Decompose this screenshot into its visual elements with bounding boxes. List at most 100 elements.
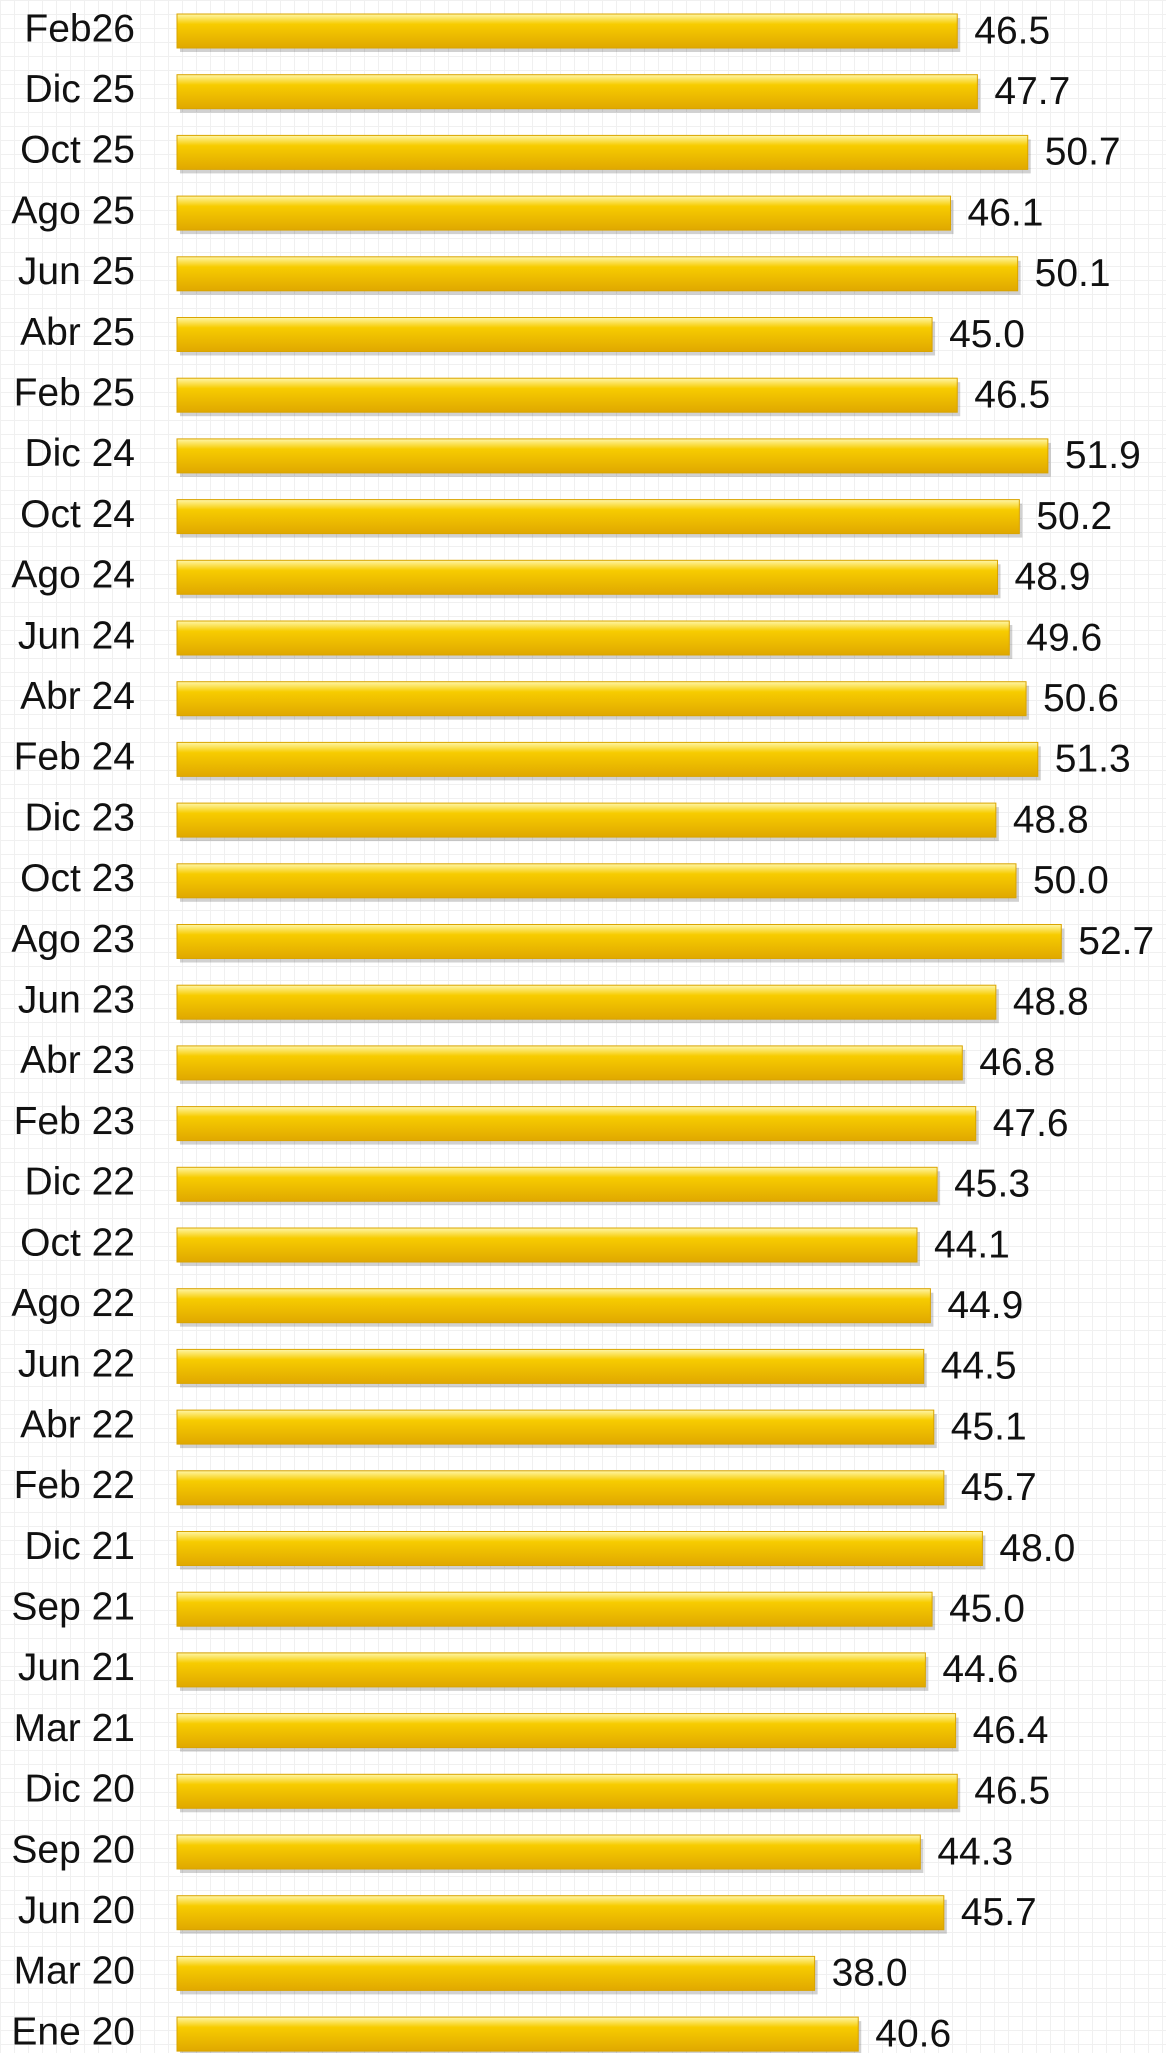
bar	[176, 317, 933, 352]
bar	[176, 741, 1039, 777]
value-label: 50.6	[1043, 677, 1119, 720]
value-label: 45.0	[949, 313, 1025, 356]
category-label: Jun 24	[18, 614, 135, 657]
category-label: Feb 23	[14, 1100, 135, 1143]
bar	[176, 438, 1049, 474]
value-label: 45.7	[961, 1466, 1037, 1509]
category-label: Ago 24	[11, 554, 135, 597]
value-label: 50.0	[1033, 859, 1109, 902]
category-label: Jun 22	[18, 1343, 135, 1386]
value-label: 44.5	[941, 1345, 1017, 1388]
bar	[176, 1591, 933, 1627]
bar	[176, 499, 1020, 535]
category-label: Feb 24	[14, 736, 135, 779]
category-label: Ago 22	[11, 1282, 135, 1325]
category-label: Mar 20	[14, 1950, 135, 1993]
bar	[176, 924, 1062, 959]
category-label: Feb 25	[14, 371, 135, 414]
value-label: 46.1	[968, 191, 1044, 234]
value-label: 44.1	[934, 1223, 1010, 1266]
category-label: Dic 21	[24, 1525, 135, 1568]
bar	[176, 1652, 926, 1688]
bar	[176, 134, 1029, 170]
bar	[176, 1045, 963, 1081]
value-label: 49.6	[1026, 616, 1102, 659]
bar	[176, 195, 952, 231]
bar	[176, 1895, 945, 1931]
value-label: 48.9	[1015, 556, 1091, 599]
bar	[176, 74, 978, 110]
category-label: Sep 20	[11, 1828, 135, 1871]
category-label: Ago 23	[11, 918, 135, 961]
value-label: 47.6	[993, 1102, 1069, 1145]
value-label: 48.8	[1013, 798, 1089, 841]
category-label: Dic 22	[24, 1161, 135, 1204]
category-label: Abr 24	[20, 675, 135, 718]
category-label: Oct 22	[20, 1221, 135, 1264]
category-label: Oct 24	[20, 493, 135, 536]
value-label: 44.9	[947, 1284, 1023, 1327]
bar	[176, 1288, 931, 1324]
value-label: 46.5	[974, 9, 1050, 52]
bar	[176, 984, 997, 1020]
value-label: 38.0	[832, 1952, 908, 1995]
category-label: Jun 23	[18, 978, 135, 1021]
value-label: 50.7	[1045, 131, 1121, 174]
bar	[176, 1166, 938, 1202]
bar	[176, 1531, 983, 1566]
category-label: Feb26	[24, 7, 135, 50]
value-label: 40.6	[875, 2012, 951, 2053]
bar	[176, 1106, 977, 1142]
category-label: Oct 25	[20, 129, 135, 172]
value-label: 45.3	[954, 1163, 1030, 1206]
value-label: 48.0	[999, 1527, 1075, 1570]
bar	[176, 559, 999, 595]
value-label: 45.0	[949, 1587, 1025, 1630]
bar	[176, 1834, 921, 1870]
bar	[176, 802, 997, 838]
value-label: 46.5	[974, 373, 1050, 416]
bar	[176, 256, 1019, 292]
bar	[176, 1227, 918, 1263]
value-label: 51.9	[1065, 434, 1141, 477]
bar	[176, 13, 958, 49]
value-label: 46.5	[974, 1770, 1050, 1813]
bar	[176, 1409, 935, 1445]
value-label: 52.7	[1078, 920, 1154, 963]
bar	[176, 1773, 958, 1809]
value-label: 46.4	[973, 1709, 1049, 1752]
bar	[176, 377, 958, 413]
category-label: Oct 23	[20, 857, 135, 900]
value-label: 47.7	[994, 70, 1070, 113]
category-label: Ene 20	[11, 2010, 135, 2053]
category-label: Feb 22	[14, 1464, 135, 1507]
value-label: 44.6	[942, 1648, 1018, 1691]
category-label: Abr 22	[20, 1403, 135, 1446]
category-label: Mar 21	[14, 1707, 135, 1750]
category-label: Dic 25	[24, 68, 135, 111]
bar	[176, 2016, 859, 2052]
value-label: 48.8	[1013, 980, 1089, 1023]
category-label: Jun 25	[18, 250, 135, 293]
bar	[176, 681, 1027, 717]
value-label: 51.3	[1055, 738, 1131, 781]
category-label: Jun 20	[18, 1889, 135, 1932]
category-label: Dic 23	[24, 796, 135, 839]
category-label: Dic 20	[24, 1768, 135, 1811]
category-label: Jun 21	[18, 1646, 135, 1689]
bar	[176, 863, 1017, 899]
bar	[176, 1348, 925, 1384]
bar	[176, 1955, 816, 1991]
value-label: 45.7	[961, 1891, 1037, 1934]
value-label: 50.1	[1035, 252, 1111, 295]
bar	[176, 1470, 945, 1506]
category-label: Abr 23	[20, 1039, 135, 1082]
category-label: Sep 21	[11, 1585, 135, 1628]
value-label: 46.8	[979, 1041, 1055, 1084]
value-label: 45.1	[951, 1405, 1027, 1448]
bar	[176, 1713, 957, 1749]
bar	[176, 620, 1010, 656]
value-label: 50.2	[1036, 495, 1112, 538]
